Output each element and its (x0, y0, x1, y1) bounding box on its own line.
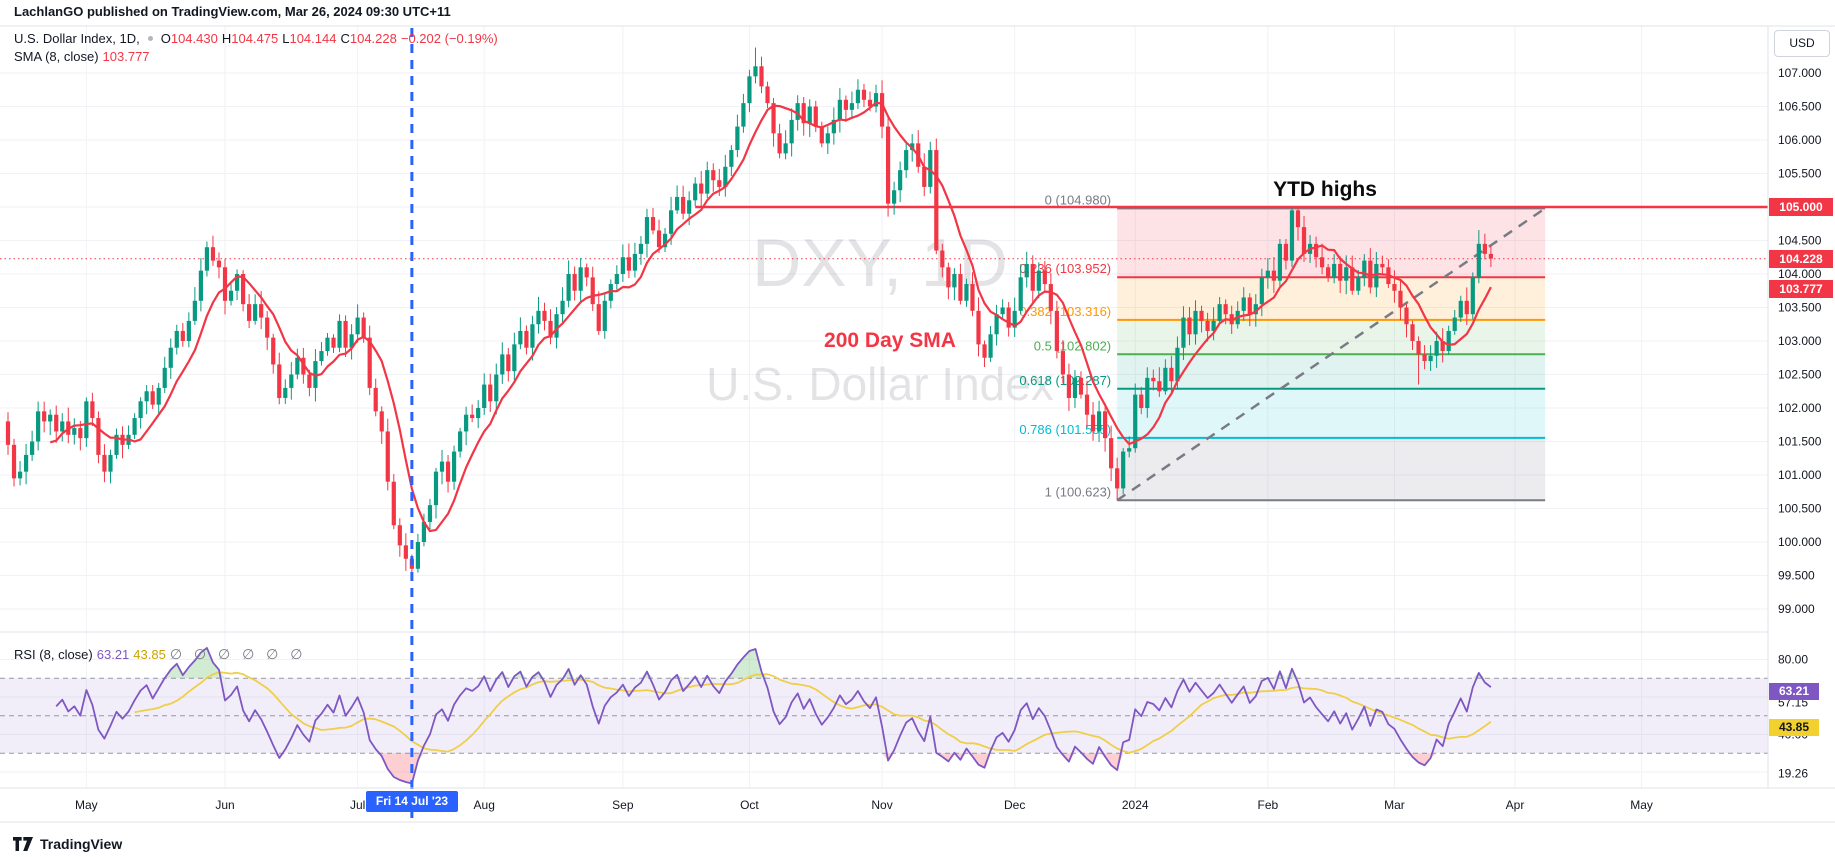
price-tick[interactable]: 103.500 (1778, 301, 1822, 315)
tradingview-logo-text: TradingView (40, 836, 123, 852)
fib-zone-0.236 (1117, 277, 1546, 320)
fib-label-0: 0 (104.980) (1045, 192, 1112, 207)
price-tick[interactable]: 104.000 (1778, 267, 1822, 281)
tradingview-logo[interactable]: TradingView (12, 836, 122, 852)
time-label-Apr[interactable]: Apr (1506, 798, 1525, 812)
ohlc-high: H104.475 (221, 31, 279, 46)
time-label-Nov[interactable]: Nov (871, 798, 892, 812)
rsi-value-badge: 63.21 (1769, 683, 1819, 700)
time-label-Dec[interactable]: Dec (1004, 798, 1025, 812)
time-label-2024[interactable]: 2024 (1122, 798, 1149, 812)
time-label-Sep[interactable]: Sep (612, 798, 634, 812)
fib-label-0.786: 0.786 (101.555) (1019, 422, 1111, 437)
annotation-200sma: 200 Day SMA (824, 329, 956, 352)
price-tick[interactable]: 106.500 (1778, 100, 1822, 114)
ohlc-open: O104.430 (160, 31, 218, 46)
fib-label-0.618: 0.618 (102.287) (1019, 373, 1111, 388)
sma-legend-value: 103.777 (102, 49, 150, 64)
last-price-badge: 104.228 (1769, 250, 1833, 268)
price-tick[interactable]: 101.000 (1778, 468, 1822, 482)
rsi-tick[interactable]: 19.26 (1778, 766, 1808, 780)
annotation-ytd-highs: YTD highs (1273, 178, 1377, 201)
level-price-badge: 105.000 (1769, 198, 1833, 216)
rsi-tick[interactable]: 80.00 (1778, 653, 1808, 667)
price-tick[interactable]: 99.000 (1778, 602, 1815, 616)
time-label-May[interactable]: May (1630, 798, 1653, 812)
rsi-legend-title[interactable]: RSI (8, close) (14, 647, 93, 662)
time-label-Jul[interactable]: Jul (350, 798, 365, 812)
publish-header: LachlanGO published on TradingView.com, … (14, 4, 451, 19)
price-tick[interactable]: 106.000 (1778, 133, 1822, 147)
fib-zone-0.382 (1117, 319, 1546, 355)
sma-line (49, 101, 1492, 533)
drawn-lines (0, 205, 1768, 502)
fib-zone-0.786 (1117, 437, 1546, 501)
price-tick[interactable]: 100.500 (1778, 502, 1822, 516)
sma-legend-title[interactable]: SMA (8, close) (14, 49, 99, 64)
source-icon (147, 36, 153, 41)
price-tick[interactable]: 99.500 (1778, 569, 1815, 583)
fib-label-0.236: 0.236 (103.952) (1019, 261, 1111, 276)
price-tick[interactable]: 102.500 (1778, 368, 1822, 382)
ohlc-close: C104.228 (340, 31, 397, 46)
rsi-legend-row: RSI (8, close) 63.21 43.85 ∅ ∅ ∅ ∅ ∅ ∅ (14, 646, 306, 663)
gridlines (0, 26, 1768, 788)
rsi-ma-value-badge: 43.85 (1769, 719, 1819, 736)
time-label-Mar[interactable]: Mar (1384, 798, 1405, 812)
rsi-ma-legend-value: 43.85 (133, 647, 166, 662)
time-label-Aug[interactable]: Aug (474, 798, 495, 812)
date-event-badge: Fri 14 Jul '23 (366, 791, 458, 812)
price-tick[interactable]: 101.500 (1778, 435, 1822, 449)
time-label-Feb[interactable]: Feb (1258, 798, 1279, 812)
sma-price-badge: 103.777 (1769, 280, 1833, 298)
watermark-symbol: DXY, 1D (752, 225, 1008, 301)
price-tick[interactable]: 100.000 (1778, 535, 1822, 549)
dashed-trendline[interactable] (1116, 207, 1546, 502)
fib-label-1: 1 (100.623) (1045, 484, 1112, 499)
main-legend-row: U.S. Dollar Index, 1D, O104.430 H104.475… (14, 31, 498, 46)
price-tick[interactable]: 103.000 (1778, 334, 1822, 348)
price-tick[interactable]: 107.000 (1778, 66, 1822, 80)
rsi-empty-values: ∅ ∅ ∅ ∅ ∅ ∅ (169, 646, 307, 662)
sma-legend-row: SMA (8, close) 103.777 (14, 49, 150, 64)
fib-zone-0.618 (1117, 388, 1546, 438)
price-tick[interactable]: 105.500 (1778, 167, 1822, 181)
price-tick[interactable]: 104.500 (1778, 234, 1822, 248)
tradingview-logo-icon (13, 837, 33, 851)
symbol-title[interactable]: U.S. Dollar Index, 1D, (14, 31, 140, 46)
fib-retracement: 0 (104.980)0.236 (103.952)0.382 (103.316… (1019, 192, 1546, 502)
currency-toggle-button[interactable]: USD (1774, 30, 1830, 57)
fib-zone-0 (1117, 208, 1546, 278)
fib-zone-0.5 (1117, 354, 1546, 389)
change-value: −0.202 (−0.19%) (400, 31, 498, 46)
rsi-legend-value: 63.21 (96, 647, 130, 662)
time-label-Jun[interactable]: Jun (215, 798, 234, 812)
time-label-Oct[interactable]: Oct (740, 798, 759, 812)
price-tick[interactable]: 102.000 (1778, 401, 1822, 415)
time-label-May[interactable]: May (75, 798, 98, 812)
fib-label-0.5: 0.5 (102.802) (1034, 338, 1111, 353)
watermark-title: U.S. Dollar Index (706, 358, 1054, 410)
rsi-pane (0, 647, 1768, 785)
ohlc-low: L104.144 (282, 31, 337, 46)
